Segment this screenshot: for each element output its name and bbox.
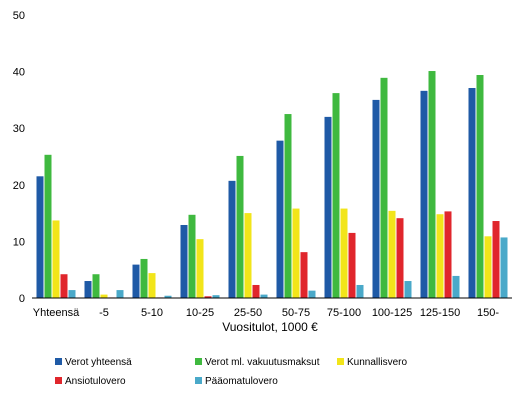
y-axis-ticks: 0 10 20 30 40 50 [13,10,25,305]
bar-1-3 [132,264,140,298]
legend-label: Verot yhteensä [65,357,132,368]
bar-5-7 [356,284,364,298]
legend: Verot yhteensä Verot ml. vakuutusmaksut Ku… [55,357,407,387]
legend-label: Kunnallisvero [347,357,407,368]
bar-1-4 [180,224,188,298]
bar-1-8 [372,99,380,299]
bar-5-3 [164,295,172,298]
bar-2-3 [140,258,148,298]
bar-1-7 [324,116,332,298]
bar-2-1 [44,154,52,298]
legend-label: Verot ml. vakuutusmaksut [205,357,320,368]
bar-3-6 [292,208,300,298]
x-tick-label: -5 [99,307,109,319]
bar-2-7 [332,93,340,298]
legend-label: Ansiotulovero [65,376,126,387]
bar-3-1 [52,220,60,298]
bar-1-5 [228,180,236,298]
bar-3-7 [340,208,348,298]
y-tick-label: 50 [13,10,25,22]
bar-5-9 [452,275,460,298]
bar-4-4 [204,296,212,298]
bar-3-4 [196,239,204,298]
y-tick-label: 20 [13,180,25,192]
bar-4-7 [348,232,356,298]
bar-5-2 [116,290,124,298]
x-axis-ticks: Yhteensä -5 5-10 10-25 25-50 50-75 75-100 100-1… [33,307,500,319]
bar-2-6 [284,114,292,298]
x-tick-label: 25-50 [234,307,262,319]
y-tick-label: 30 [13,123,25,135]
x-tick-label: 10-25 [186,307,214,319]
bar-2-8 [380,77,388,298]
bar-3-9 [436,214,444,298]
x-tick-label: 100-125 [372,307,412,319]
x-tick-label: 125-150 [420,307,460,319]
x-axis-title: Vuositulot, 1000 € [222,320,318,334]
bar-4-8 [396,218,404,298]
legend-label: Pääomatulovero [205,376,278,387]
bar-1-1 [36,176,44,298]
legend-swatch [55,358,62,365]
bar-1-10 [468,88,476,298]
bar-1-2 [84,281,92,298]
bar-3-10 [484,236,492,298]
bar-5-8 [404,281,412,298]
x-tick-label: 150- [477,307,499,319]
bar-2-9 [428,71,436,298]
x-tick-label: Yhteensä [33,307,80,319]
bar-5-10 [500,237,508,298]
bar-5-5 [260,294,268,298]
bar-4-9 [444,211,452,298]
bar-5-6 [308,290,316,298]
bar-2-10 [476,75,484,298]
x-tick-label: 75-100 [327,307,361,319]
legend-swatch [55,377,62,384]
bar-3-5 [244,213,252,298]
bar-2-4 [188,214,196,298]
bar-3-3 [148,273,156,298]
legend-swatch [195,358,202,365]
bar-1-6 [276,140,284,298]
bar-5-1 [68,290,76,298]
bars [36,71,508,299]
bar-3-2 [100,294,108,298]
legend-swatch [195,377,202,384]
bar-4-6 [300,252,308,298]
bar-4-1 [60,274,68,298]
bar-2-5 [236,155,244,298]
bar-3-8 [388,210,396,298]
y-tick-label: 10 [13,236,25,248]
bar-5-4 [212,295,220,298]
bar-1-9 [420,90,428,298]
bar-4-10 [492,221,500,298]
y-tick-label: 40 [13,67,25,79]
x-tick-label: 50-75 [282,307,310,319]
bar-2-2 [92,274,100,298]
legend-swatch [337,358,344,365]
y-tick-label: 0 [19,293,25,305]
bar-4-5 [252,284,260,298]
x-tick-label: 5-10 [141,307,163,319]
